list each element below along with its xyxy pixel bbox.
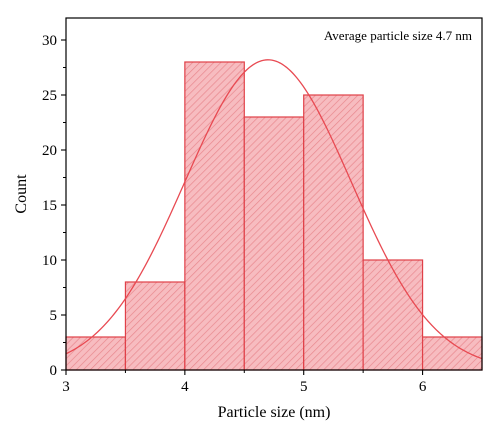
x-tick-label: 4 xyxy=(181,379,189,395)
y-tick-label: 25 xyxy=(42,88,57,104)
histogram-bar-4 xyxy=(303,94,364,371)
histogram-bar-5 xyxy=(362,259,424,371)
y-tick-label: 5 xyxy=(50,308,58,324)
y-tick-label: 0 xyxy=(50,363,58,379)
y-axis-title: Count xyxy=(13,174,30,214)
histogram-bar-2 xyxy=(184,61,245,371)
y-tick-label: 15 xyxy=(42,198,57,214)
histogram-bar-3 xyxy=(243,116,305,371)
y-tick-label: 20 xyxy=(42,143,57,159)
gaussian-fit-curve xyxy=(65,59,483,360)
y-tick-label: 30 xyxy=(42,33,57,49)
x-tick-label: 3 xyxy=(62,379,70,395)
y-tick-label: 10 xyxy=(42,253,57,269)
bars-layer xyxy=(65,61,483,371)
curve-layer xyxy=(65,59,483,360)
histogram-bar-1 xyxy=(124,281,186,371)
x-tick-label: 6 xyxy=(419,379,427,395)
x-tick-label: 5 xyxy=(300,379,308,395)
histogram-bar-0 xyxy=(65,336,127,371)
x-axis: 3 4 5 6 xyxy=(62,370,427,395)
x-axis-title: Particle size (nm) xyxy=(218,404,331,421)
y-axis: 0 5 10 15 20 25 30 xyxy=(42,33,66,379)
plot-frame xyxy=(65,17,483,371)
average-size-annotation: Average particle size 4.7 nm xyxy=(324,28,472,43)
histogram-bar-6 xyxy=(421,336,483,371)
